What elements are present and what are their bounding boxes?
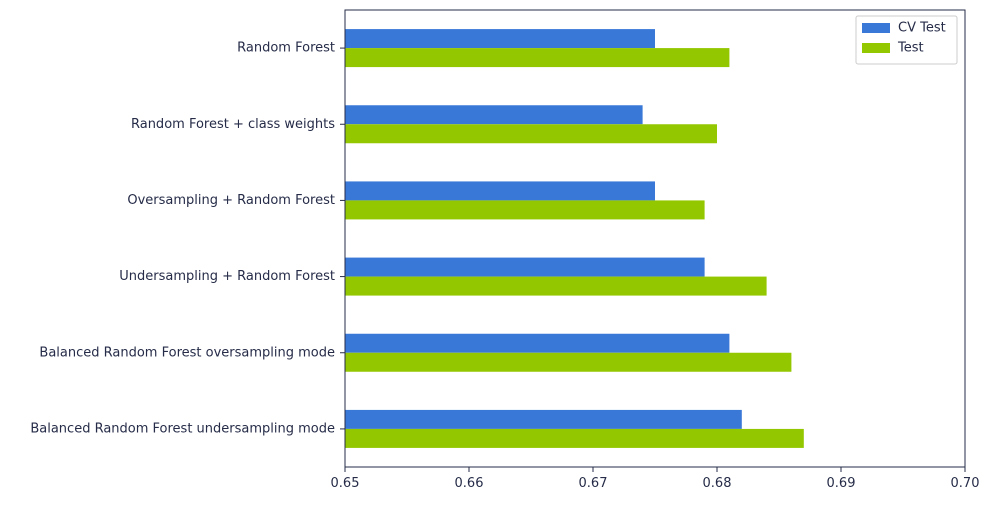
y-tick-label: Random Forest <box>237 41 335 56</box>
bar-cv-test-3 <box>345 257 705 277</box>
x-tick-label: 0.65 <box>331 476 360 491</box>
bar-test-0 <box>345 48 730 68</box>
bar-cv-test-1 <box>345 105 643 125</box>
bar-test-5 <box>345 428 804 448</box>
y-tick-label: Balanced Random Forest undersampling mod… <box>30 421 335 436</box>
legend: CV Test Test <box>855 15 958 65</box>
bar-cv-test-2 <box>345 181 655 201</box>
x-tick-label: 0.67 <box>579 476 608 491</box>
x-axis: 0.65 0.66 0.67 0.68 0.69 0.70 <box>331 467 980 491</box>
bar-cv-test-4 <box>345 333 730 353</box>
y-tick-label: Oversampling + Random Forest <box>127 193 335 208</box>
bars-layer <box>345 29 804 448</box>
x-tick-label: 0.68 <box>703 476 732 491</box>
y-tick-label: Balanced Random Forest oversampling mode <box>39 345 335 360</box>
plot-frame <box>344 9 966 468</box>
legend-items: CV Test Test <box>862 21 946 56</box>
legend-label: CV Test <box>898 21 946 36</box>
legend-swatch <box>862 23 890 33</box>
bar-test-1 <box>345 124 717 144</box>
y-tick-label: Random Forest + class weights <box>131 117 335 132</box>
bar-test-2 <box>345 200 705 220</box>
x-tick-label: 0.70 <box>951 476 980 491</box>
x-tick-label: 0.69 <box>827 476 856 491</box>
bar-cv-test-5 <box>345 409 742 429</box>
y-axis: Random Forest Random Forest + class weigh… <box>30 41 345 436</box>
bar-cv-test-0 <box>345 29 655 49</box>
legend-swatch <box>862 43 890 53</box>
y-tick-label: Undersampling + Random Forest <box>119 269 335 284</box>
bar-test-3 <box>345 276 767 296</box>
legend-label: Test <box>897 41 924 56</box>
x-tick-label: 0.66 <box>455 476 484 491</box>
axes-layer <box>344 9 966 468</box>
bar-test-4 <box>345 352 792 372</box>
